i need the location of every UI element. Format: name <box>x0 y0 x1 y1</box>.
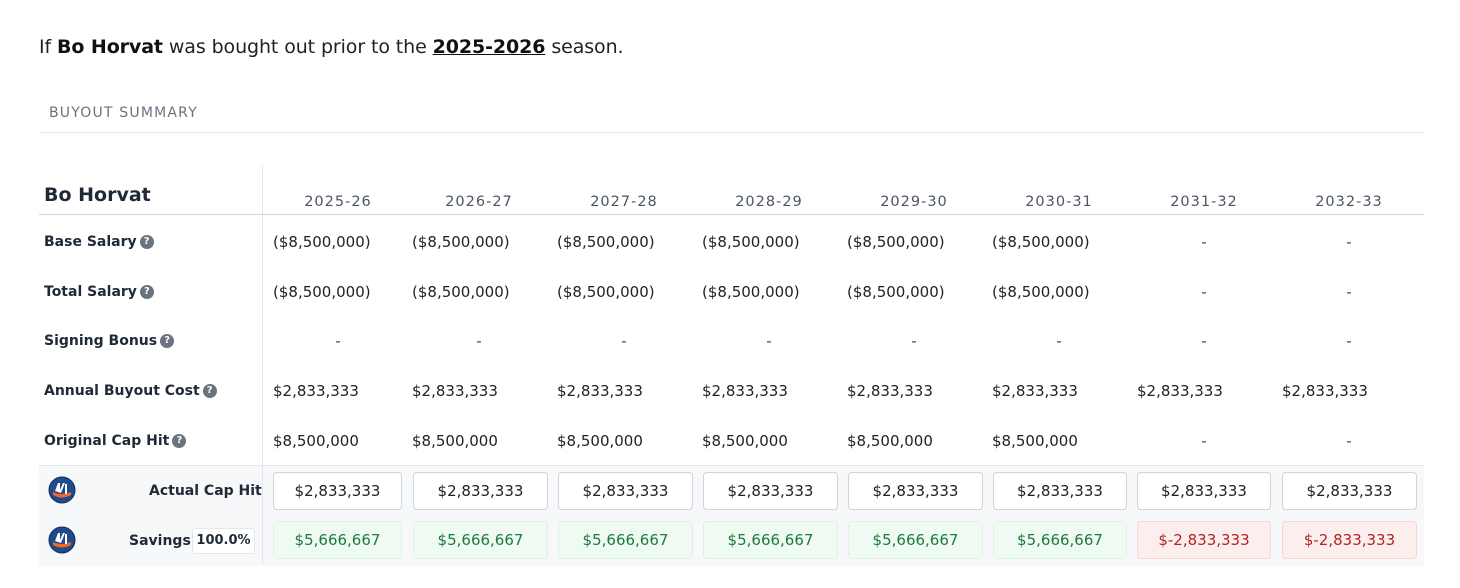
savings-cell: $-2,833,333 <box>1282 521 1417 559</box>
actual-cap-hit-cell: $2,833,333 <box>413 472 548 510</box>
savings-cell: $5,666,667 <box>558 521 693 559</box>
row-label-text: Signing Bonus <box>44 333 158 349</box>
row-label: Total Salary? <box>44 282 154 302</box>
table-cell: ($8,500,000) <box>412 233 510 251</box>
table-cell: ($8,500,000) <box>273 283 371 301</box>
help-icon[interactable]: ? <box>172 434 187 448</box>
table-cell: ($8,500,000) <box>557 283 655 301</box>
table-cell: ($8,500,000) <box>273 233 371 251</box>
intro-suffix: season. <box>545 36 624 58</box>
table-cell: $8,500,000 <box>702 432 788 450</box>
table-cell: ($8,500,000) <box>992 283 1090 301</box>
team-logo-icon <box>48 476 76 504</box>
actual-cap-hit-label: Actual Cap Hit <box>149 483 262 499</box>
table-cell: - <box>1346 332 1352 350</box>
table-cell: $8,500,000 <box>557 432 643 450</box>
help-icon[interactable]: ? <box>139 285 154 299</box>
row-label: Signing Bonus? <box>44 331 175 351</box>
actual-cap-hit-cell: $2,833,333 <box>1282 472 1417 510</box>
table-cell: - <box>911 332 917 350</box>
table-cell: - <box>1346 233 1352 251</box>
table-cell: ($8,500,000) <box>847 233 945 251</box>
help-icon[interactable]: ? <box>202 384 217 398</box>
table-cell: $2,833,333 <box>847 382 933 400</box>
season-link[interactable]: 2025-2026 <box>432 36 546 58</box>
year-header: 2032-33 <box>1315 194 1383 210</box>
column-divider <box>262 165 263 565</box>
table-cell: - <box>1201 432 1207 450</box>
table-cell: $2,833,333 <box>702 382 788 400</box>
help-icon[interactable]: ? <box>139 235 154 249</box>
savings-cell: $-2,833,333 <box>1137 521 1271 559</box>
table-cell: ($8,500,000) <box>847 283 945 301</box>
table-cell: - <box>621 332 627 350</box>
table-cell: $8,500,000 <box>273 432 359 450</box>
table-cell: - <box>1346 432 1352 450</box>
year-header: 2029-30 <box>880 194 948 210</box>
table-cell: $2,833,333 <box>1282 382 1368 400</box>
table-cell: - <box>1201 283 1207 301</box>
table-cell: - <box>1346 283 1352 301</box>
table-cell: $2,833,333 <box>992 382 1078 400</box>
row-label: Original Cap Hit? <box>44 431 187 451</box>
intro-middle: was bought out prior to the <box>162 36 433 58</box>
savings-cell: $5,666,667 <box>273 521 402 559</box>
table-cell: $2,833,333 <box>273 382 359 400</box>
table-cell: $8,500,000 <box>412 432 498 450</box>
table-cell: ($8,500,000) <box>412 283 510 301</box>
table-cell: - <box>335 332 341 350</box>
row-label-text: Original Cap Hit <box>44 433 170 449</box>
row-label-text: Annual Buyout Cost <box>44 383 200 399</box>
table-cell: - <box>1201 332 1207 350</box>
help-icon[interactable]: ? <box>160 334 175 348</box>
team-logo-icon <box>48 526 76 554</box>
table-cell: ($8,500,000) <box>557 233 655 251</box>
intro-sentence: If Bo Horvat was bought out prior to the… <box>39 36 624 58</box>
table-cell: - <box>766 332 772 350</box>
savings-cell: $5,666,667 <box>848 521 983 559</box>
table-cell: $2,833,333 <box>412 382 498 400</box>
table-cell: $2,833,333 <box>1137 382 1223 400</box>
table-cell: - <box>1056 332 1062 350</box>
actual-cap-hit-cell: $2,833,333 <box>993 472 1127 510</box>
table-cell: ($8,500,000) <box>702 283 800 301</box>
year-header: 2030-31 <box>1025 194 1093 210</box>
table-cell: ($8,500,000) <box>702 233 800 251</box>
savings-percent: 100.0% <box>192 528 255 554</box>
savings-cell: $5,666,667 <box>993 521 1127 559</box>
section-title: BUYOUT SUMMARY <box>49 105 198 121</box>
year-header: 2026-27 <box>445 194 513 210</box>
table-cell: $8,500,000 <box>847 432 933 450</box>
table-cell: - <box>476 332 482 350</box>
row-label-text: Total Salary <box>44 284 137 300</box>
table-cell: ($8,500,000) <box>992 233 1090 251</box>
savings-cell: $5,666,667 <box>703 521 838 559</box>
row-label: Annual Buyout Cost? <box>44 381 217 401</box>
totals-divider <box>39 465 1424 466</box>
intro-prefix: If <box>39 36 58 58</box>
savings-label: Savings <box>129 533 191 549</box>
actual-cap-hit-cell: $2,833,333 <box>1137 472 1271 510</box>
intro-player: Bo Horvat <box>57 36 163 58</box>
savings-cell: $5,666,667 <box>413 521 548 559</box>
row-label-text: Base Salary <box>44 234 137 250</box>
table-cell: - <box>1201 233 1207 251</box>
section-divider <box>39 132 1424 133</box>
actual-cap-hit-cell: $2,833,333 <box>703 472 838 510</box>
actual-cap-hit-cell: $2,833,333 <box>558 472 693 510</box>
year-header: 2025-26 <box>304 194 372 210</box>
actual-cap-hit-cell: $2,833,333 <box>848 472 983 510</box>
year-header: 2027-28 <box>590 194 658 210</box>
table-cell: $8,500,000 <box>992 432 1078 450</box>
row-label: Base Salary? <box>44 232 154 252</box>
year-header: 2031-32 <box>1170 194 1238 210</box>
player-name: Bo Horvat <box>44 184 151 206</box>
table-cell: $2,833,333 <box>557 382 643 400</box>
year-header: 2028-29 <box>735 194 803 210</box>
header-divider <box>39 214 1424 215</box>
actual-cap-hit-cell: $2,833,333 <box>273 472 402 510</box>
